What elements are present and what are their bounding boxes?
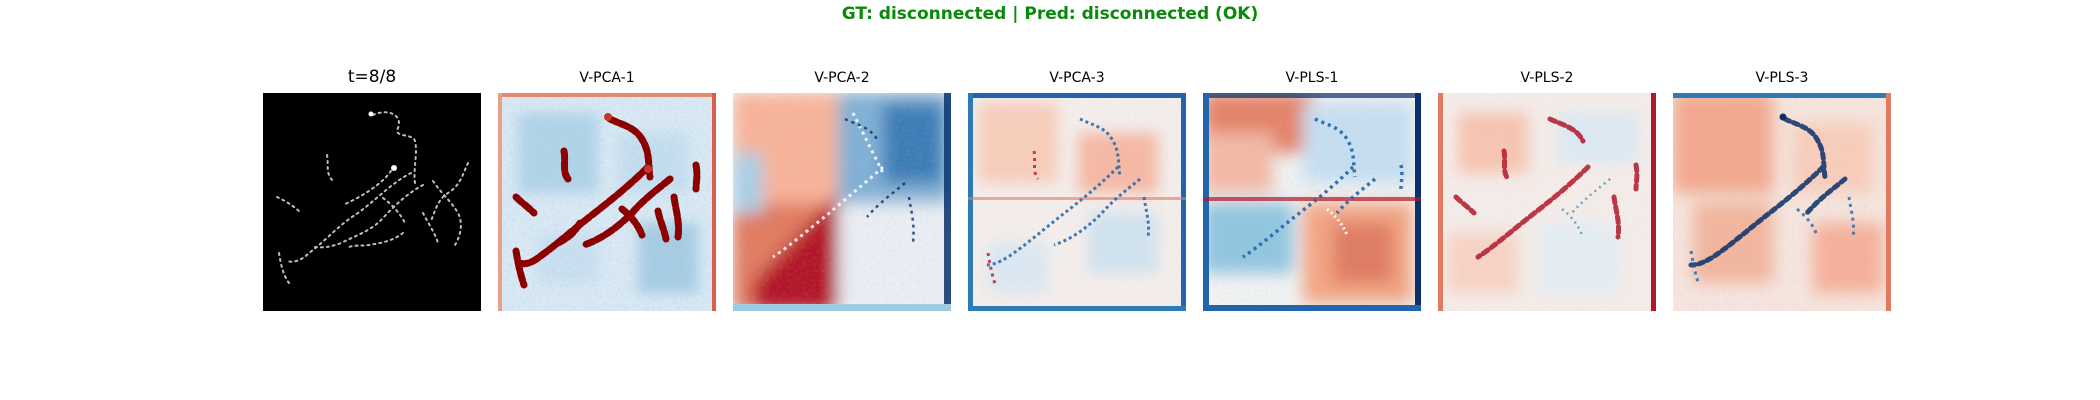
panel-title-vpca2: V-PCA-2 <box>814 70 870 86</box>
panel-vpca-3 <box>968 93 1186 311</box>
panel-title-input: t=8/8 <box>347 67 397 87</box>
panel-vpls-1 <box>1203 93 1421 311</box>
panel-title-vpca3: V-PCA-3 <box>1049 70 1105 86</box>
panel-title-vpls3: V-PLS-3 <box>1755 70 1809 86</box>
panel-title-vpls1: V-PLS-1 <box>1285 70 1339 86</box>
panel-vpca-2 <box>733 93 951 311</box>
panel-vpca-1 <box>498 93 716 311</box>
figure-title: GT: disconnected | Pred: disconnected (O… <box>841 4 1259 24</box>
panel-title-vpls2: V-PLS-2 <box>1520 70 1574 86</box>
panel-vpls-3 <box>1673 93 1891 311</box>
panel-input-frame <box>263 93 481 311</box>
panel-vpls-2 <box>1438 93 1656 311</box>
panel-title-vpca1: V-PCA-1 <box>579 70 635 86</box>
